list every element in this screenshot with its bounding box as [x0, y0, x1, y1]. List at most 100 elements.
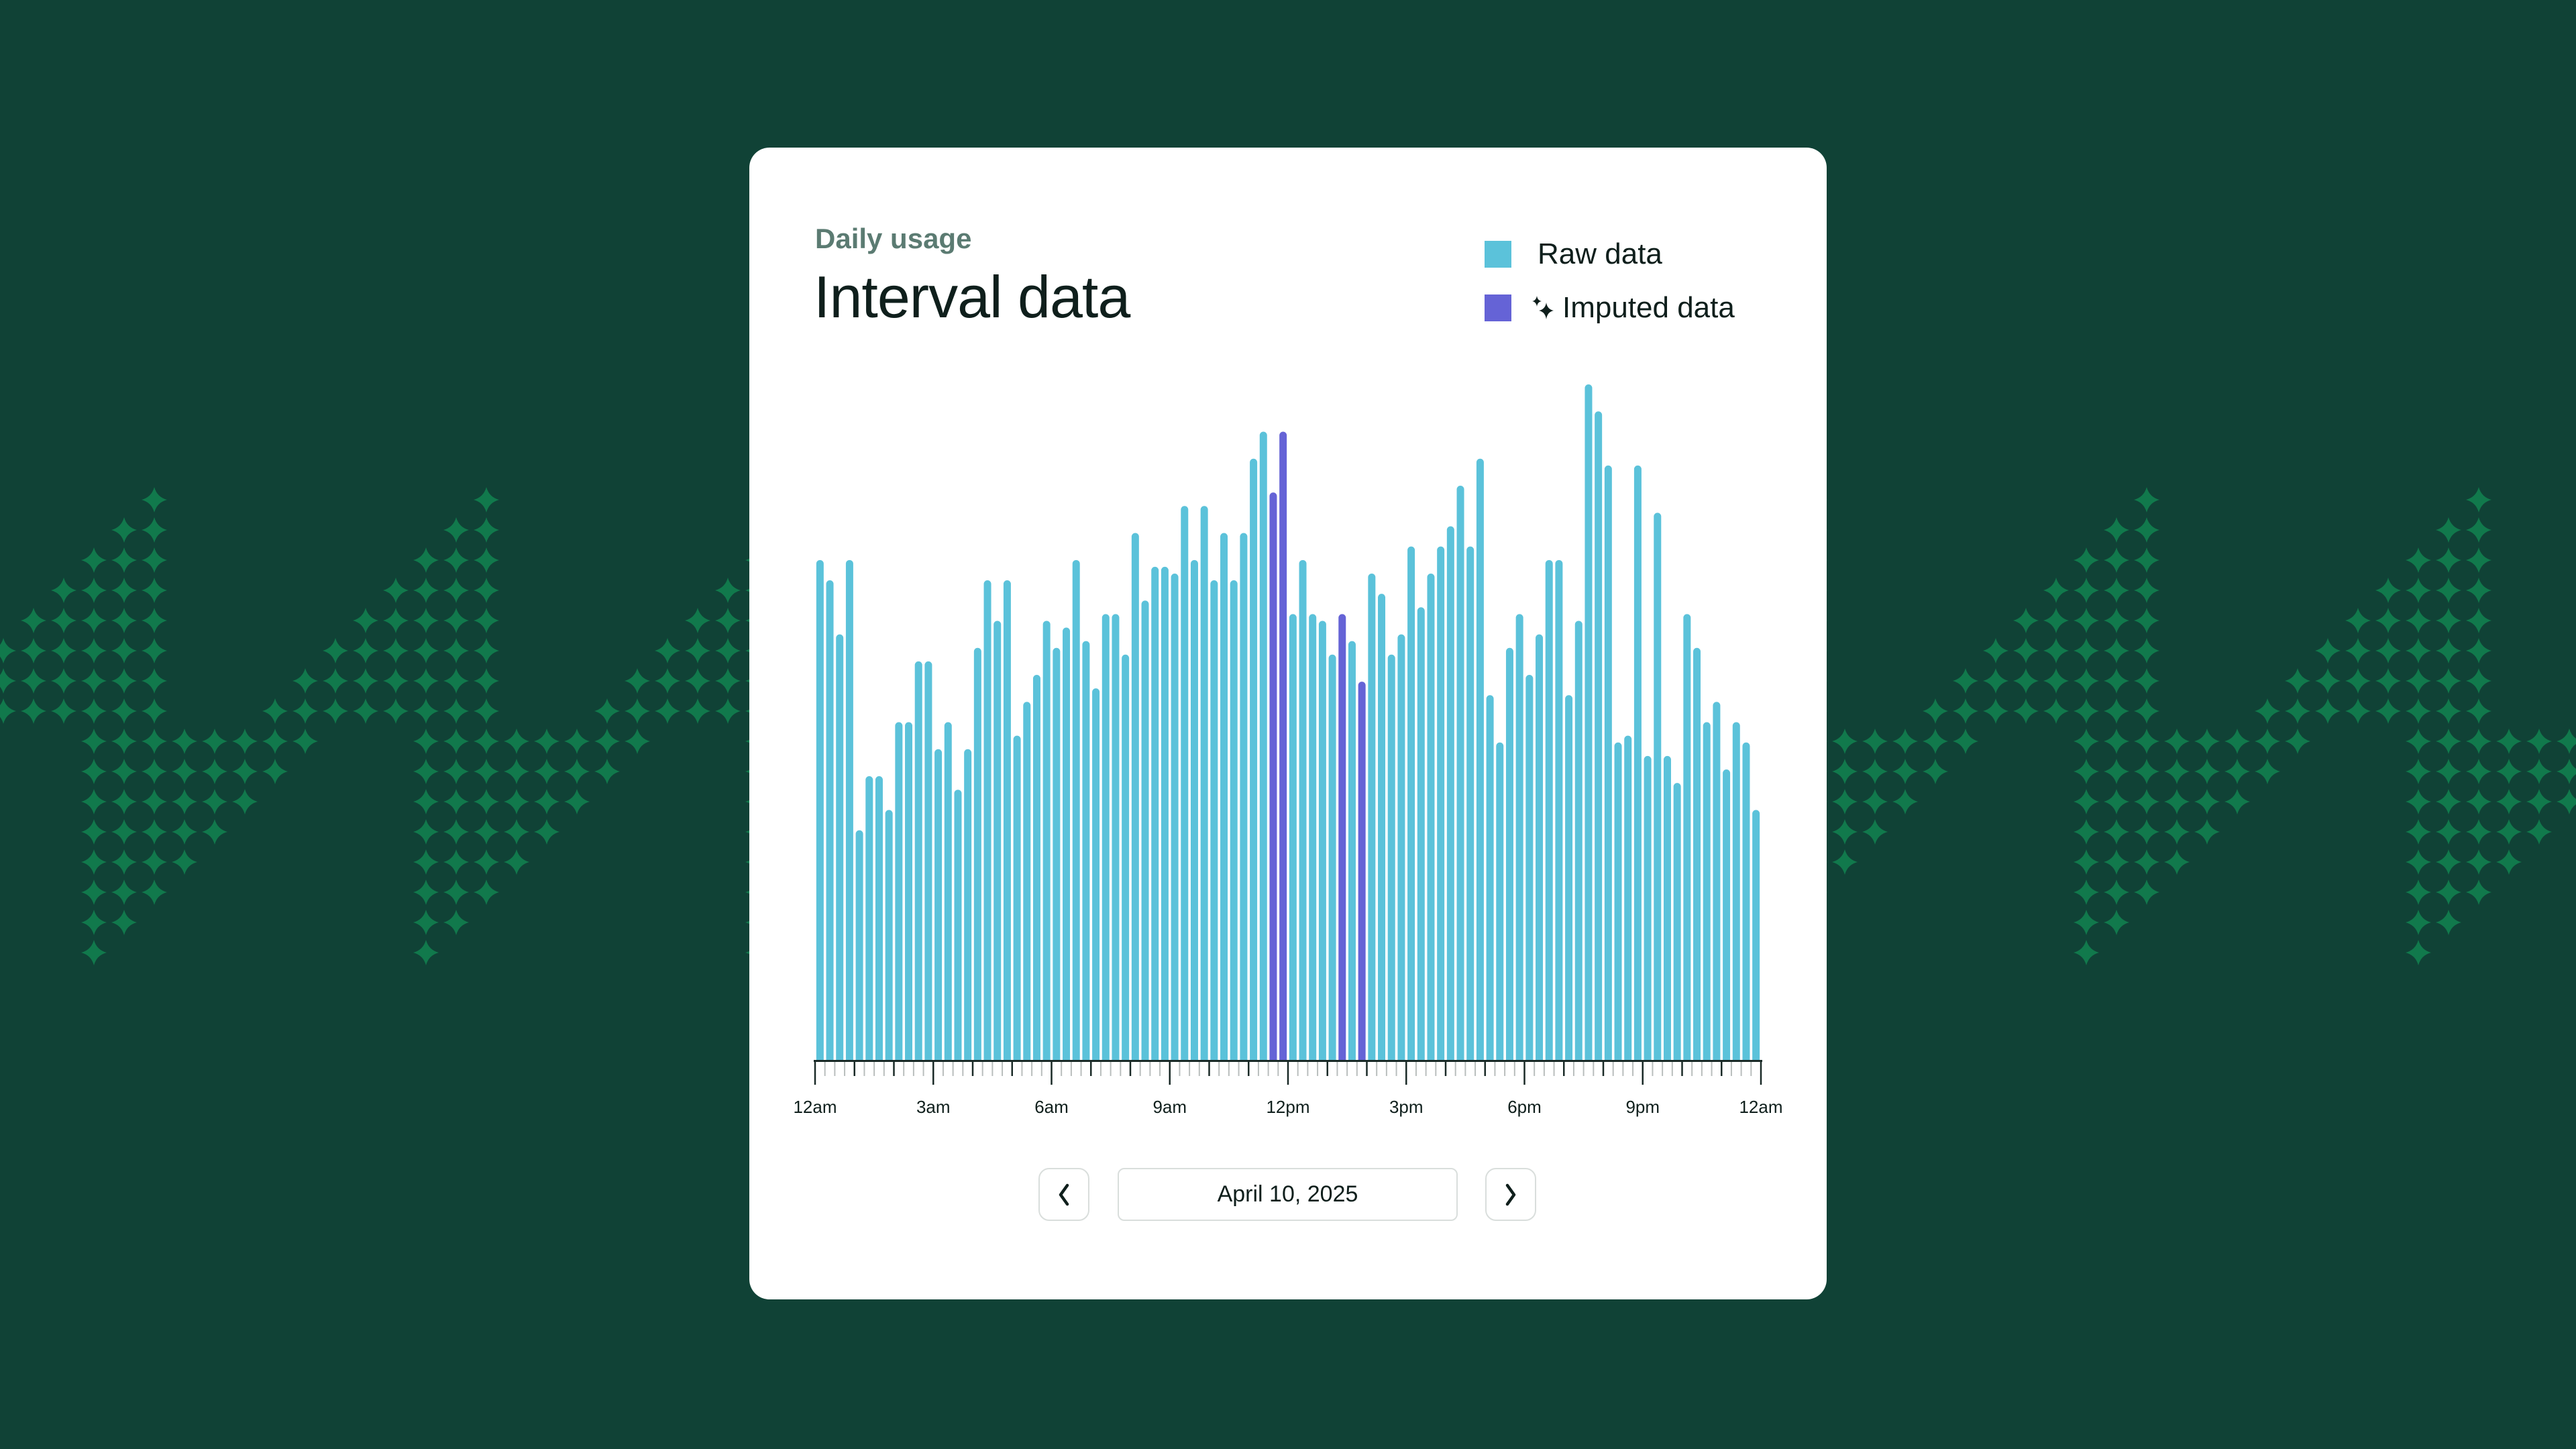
raw-data-bar[interactable]: [1003, 580, 1011, 1060]
raw-data-bar[interactable]: [1240, 533, 1248, 1060]
raw-data-bar[interactable]: [1131, 533, 1139, 1060]
raw-data-bar[interactable]: [1732, 722, 1740, 1061]
raw-data-bar[interactable]: [1515, 614, 1523, 1060]
raw-data-bar[interactable]: [1220, 533, 1228, 1060]
raw-data-bar[interactable]: [1476, 458, 1484, 1060]
date-display[interactable]: April 10, 2025: [1118, 1168, 1458, 1221]
raw-data-bar[interactable]: [1387, 654, 1395, 1060]
raw-data-bar[interactable]: [845, 559, 853, 1060]
raw-data-bar[interactable]: [1063, 627, 1071, 1060]
raw-data-bar[interactable]: [1752, 810, 1760, 1060]
imputed-data-bar[interactable]: [1269, 492, 1277, 1060]
raw-data-bar[interactable]: [1407, 546, 1415, 1060]
raw-data-bar[interactable]: [1624, 735, 1632, 1060]
raw-data-bar[interactable]: [1742, 742, 1750, 1060]
raw-data-bar[interactable]: [1397, 634, 1405, 1060]
raw-data-bar[interactable]: [964, 749, 972, 1060]
raw-data-bar[interactable]: [1663, 755, 1671, 1060]
raw-data-bar[interactable]: [1151, 566, 1159, 1060]
raw-data-bar[interactable]: [1072, 559, 1080, 1060]
raw-data-bar[interactable]: [1122, 654, 1130, 1060]
raw-data-bar[interactable]: [1595, 411, 1603, 1060]
raw-data-bar[interactable]: [1102, 614, 1110, 1060]
raw-data-bar[interactable]: [1505, 647, 1513, 1060]
raw-data-bar[interactable]: [855, 830, 863, 1060]
raw-data-bar[interactable]: [1536, 634, 1544, 1060]
raw-data-bar[interactable]: [1032, 675, 1040, 1060]
raw-data-bar[interactable]: [1555, 559, 1563, 1060]
imputed-data-bar[interactable]: [1279, 431, 1287, 1060]
raw-data-bar[interactable]: [924, 661, 932, 1060]
raw-data-bar[interactable]: [1328, 654, 1336, 1060]
raw-data-bar[interactable]: [1486, 695, 1494, 1060]
raw-data-bar[interactable]: [1289, 614, 1297, 1060]
raw-data-bar[interactable]: [1259, 431, 1267, 1060]
raw-data-bar[interactable]: [1042, 621, 1051, 1060]
raw-data-bar[interactable]: [1092, 688, 1100, 1060]
raw-data-bar[interactable]: [1456, 486, 1464, 1060]
raw-data-bar[interactable]: [1545, 559, 1553, 1060]
raw-data-bar[interactable]: [905, 722, 913, 1061]
previous-day-button[interactable]: [1038, 1168, 1089, 1221]
raw-data-bar[interactable]: [1633, 465, 1642, 1060]
raw-data-bar[interactable]: [1673, 783, 1681, 1060]
raw-data-bar[interactable]: [1171, 573, 1179, 1060]
imputed-data-bar[interactable]: [1338, 614, 1346, 1060]
raw-data-bar[interactable]: [1230, 580, 1238, 1060]
imputed-data-bar[interactable]: [1358, 682, 1366, 1060]
raw-data-bar[interactable]: [1053, 647, 1061, 1060]
raw-data-bar[interactable]: [973, 647, 981, 1060]
raw-data-bar[interactable]: [914, 661, 922, 1060]
raw-data-bar[interactable]: [1190, 559, 1198, 1060]
raw-data-bar[interactable]: [1200, 506, 1208, 1060]
raw-data-bar[interactable]: [983, 580, 991, 1060]
raw-data-bar[interactable]: [816, 559, 824, 1060]
raw-data-bar[interactable]: [865, 776, 873, 1060]
raw-data-bar[interactable]: [1604, 465, 1612, 1060]
raw-data-bar[interactable]: [895, 722, 903, 1061]
raw-data-bar[interactable]: [1427, 573, 1435, 1060]
raw-data-bar[interactable]: [1496, 742, 1504, 1060]
raw-data-bar[interactable]: [1525, 675, 1534, 1060]
raw-data-bar[interactable]: [1614, 742, 1622, 1060]
raw-data-bar[interactable]: [826, 580, 834, 1060]
raw-data-bar[interactable]: [994, 621, 1002, 1060]
raw-data-bar[interactable]: [1446, 526, 1454, 1060]
raw-data-bar[interactable]: [1693, 647, 1701, 1060]
raw-data-bar[interactable]: [954, 790, 962, 1060]
raw-data-bar[interactable]: [1466, 546, 1474, 1060]
raw-data-bar[interactable]: [885, 810, 893, 1060]
chevron-right-icon: [1505, 1183, 1516, 1205]
raw-data-bar[interactable]: [1013, 735, 1021, 1060]
raw-data-bar[interactable]: [1250, 458, 1258, 1060]
raw-data-bar[interactable]: [1417, 607, 1425, 1060]
raw-data-bar[interactable]: [836, 634, 844, 1060]
raw-data-bar[interactable]: [1141, 600, 1149, 1060]
raw-data-bar[interactable]: [934, 749, 943, 1060]
raw-data-bar[interactable]: [1723, 769, 1731, 1060]
raw-data-bar[interactable]: [1161, 566, 1169, 1060]
raw-data-bar[interactable]: [1654, 513, 1662, 1060]
raw-data-bar[interactable]: [1574, 621, 1582, 1060]
raw-data-bar[interactable]: [1318, 621, 1326, 1060]
raw-data-bar[interactable]: [1309, 614, 1317, 1060]
raw-data-bar[interactable]: [1713, 702, 1721, 1060]
raw-data-bar[interactable]: [944, 722, 952, 1061]
raw-data-bar[interactable]: [1348, 641, 1356, 1060]
raw-data-bar[interactable]: [1023, 702, 1031, 1060]
next-day-button[interactable]: [1485, 1168, 1536, 1221]
raw-data-bar[interactable]: [1181, 506, 1189, 1060]
raw-data-bar[interactable]: [1437, 546, 1445, 1060]
raw-data-bar[interactable]: [875, 776, 883, 1060]
raw-data-bar[interactable]: [1703, 722, 1711, 1061]
raw-data-bar[interactable]: [1683, 614, 1691, 1060]
raw-data-bar[interactable]: [1565, 695, 1573, 1060]
raw-data-bar[interactable]: [1112, 614, 1120, 1060]
raw-data-bar[interactable]: [1082, 641, 1090, 1060]
raw-data-bar[interactable]: [1378, 594, 1386, 1060]
raw-data-bar[interactable]: [1210, 580, 1218, 1060]
raw-data-bar[interactable]: [1585, 384, 1593, 1060]
raw-data-bar[interactable]: [1368, 573, 1376, 1060]
raw-data-bar[interactable]: [1299, 559, 1307, 1060]
raw-data-bar[interactable]: [1644, 755, 1652, 1060]
